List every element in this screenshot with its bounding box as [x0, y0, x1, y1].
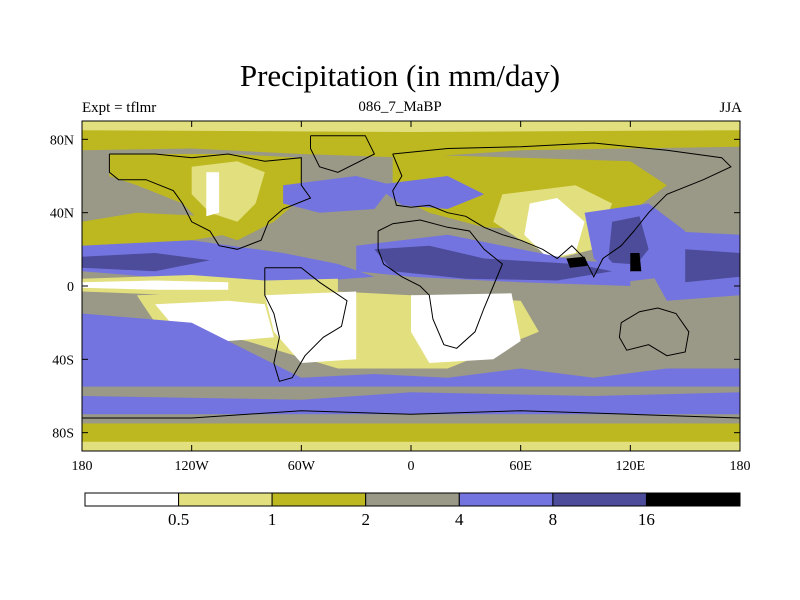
region-w-pacific-core: [685, 249, 740, 283]
y-tick-label: 0: [67, 280, 74, 295]
colorbar-label: 16: [638, 510, 655, 529]
x-tick-label: 180: [72, 459, 93, 474]
y-tick-label: 40N: [50, 207, 74, 222]
x-tick-label: 60W: [288, 459, 316, 474]
region-siberia-wet: [374, 176, 485, 209]
colorbar-swatch: [552, 492, 648, 507]
region-tropical-pacific-nw: [82, 240, 375, 283]
region-central-asia-desert: [524, 198, 585, 259]
y-tick-label: 80N: [50, 133, 74, 148]
colorbar-swatch: [271, 492, 367, 507]
region-itcz-pacific: [82, 253, 210, 272]
region-africa-monsoon-core: [374, 245, 613, 281]
region-s-subtropic-wet: [82, 313, 740, 387]
region-s-desert-south-america: [264, 291, 357, 363]
chart-title: Precipitation (in mm/day): [239, 58, 561, 93]
experiment-label: Expt = tflmr: [82, 100, 157, 116]
colorbar-label: 8: [549, 510, 558, 529]
y-tick-label: 80S: [52, 427, 74, 442]
colorbar-swatch: [365, 492, 460, 507]
region-s-desert-africa: [411, 293, 521, 363]
x-tick-label: 120E: [616, 459, 646, 474]
colorbar-swatch: [178, 492, 273, 507]
x-axis: 180 120W 60W 0 60E 120E 180: [72, 121, 751, 474]
y-tick-label: 40S: [52, 353, 74, 368]
precipitation-field: [82, 121, 740, 451]
x-tick-label: 120W: [175, 459, 210, 474]
region-s-ocean-wet: [82, 392, 740, 415]
coastline-africa: [377, 219, 504, 349]
season-label: JJA: [719, 100, 742, 116]
colorbar-swatch: [84, 492, 180, 507]
coastline-greenland: [310, 135, 376, 173]
coastline-antarctica: [82, 410, 740, 419]
colorbar-label: 0.5: [168, 510, 189, 529]
region-equator-dry-core: [82, 280, 229, 290]
colorbar-swatch: [458, 492, 554, 507]
colorbar-swatch: [645, 492, 741, 507]
coastline-south-america: [264, 267, 348, 382]
region-s-desert-west: [155, 300, 274, 341]
y-axis: 80N 40N 0 40S 80S: [50, 133, 740, 442]
colorbar: 0.5 1 2 4 8 16: [84, 492, 741, 529]
x-tick-label: 60E: [509, 459, 532, 474]
x-tick-label: 180: [730, 459, 751, 474]
colorbar-label: 1: [268, 510, 277, 529]
coastline-australia: [618, 307, 690, 357]
region-n-atlantic-wet: [283, 176, 393, 213]
x-tick-label: 0: [408, 459, 415, 474]
period-label: 086_7_MaBP: [358, 99, 442, 115]
coastline-eurasia: [392, 142, 732, 278]
colorbar-label: 4: [455, 510, 464, 529]
region-monsoon-max-2: [630, 253, 642, 272]
region-monsoon-max-1: [566, 256, 589, 268]
coastlines: [82, 135, 740, 419]
colorbar-label: 2: [361, 510, 370, 529]
coastline-north-america: [108, 153, 312, 250]
region-sw-north-america: [206, 172, 220, 217]
